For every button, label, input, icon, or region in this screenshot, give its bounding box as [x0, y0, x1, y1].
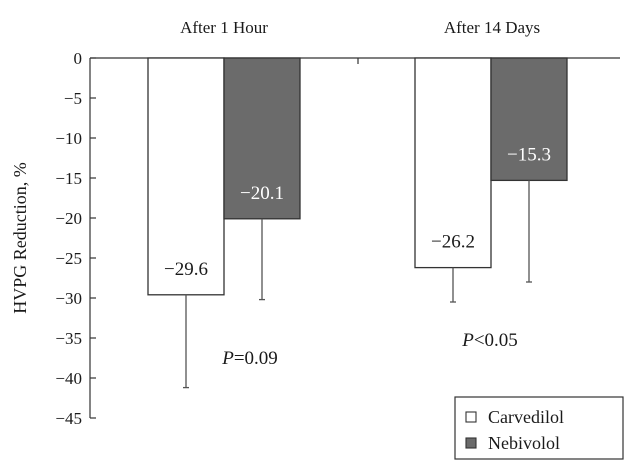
y-tick-label: −45	[55, 409, 82, 428]
y-tick-label: −25	[55, 249, 82, 268]
y-tick-label: −10	[55, 129, 82, 148]
legend: Carvedilol Nebivolol	[454, 396, 624, 460]
data-label: −15.3	[507, 144, 551, 165]
legend-label: Carvedilol	[488, 407, 564, 427]
axes: 0 −5 −10 −15 −20 −25 −30 −35 −40 −45 HVPG Reductio…	[10, 18, 620, 428]
y-axis-title: HVPG Reduction, %	[10, 162, 30, 314]
p-value-annotation: P<0.05	[461, 330, 518, 351]
y-tick-label: 0	[74, 49, 83, 68]
group-label: After 1 Hour	[180, 18, 268, 37]
y-tick-label: −20	[55, 209, 82, 228]
y-tick-label: −5	[64, 89, 82, 108]
y-tick-label: −35	[55, 329, 82, 348]
legend-box	[454, 396, 624, 460]
data-label: −20.1	[240, 183, 284, 204]
p-value-annotation: P=0.09	[221, 348, 278, 369]
group-label: After 14 Days	[444, 18, 540, 37]
legend-label: Nebivolol	[488, 433, 560, 453]
bar-nebivolol	[223, 57, 301, 220]
bar-carvedilol	[414, 57, 492, 269]
bar-nebivolol	[490, 57, 568, 182]
data-label: −26.2	[431, 232, 475, 253]
legend-swatch	[465, 411, 477, 423]
y-tick-label: −40	[55, 369, 82, 388]
chart-marks: −29.6 −26.2 −20.1 −15.3 P=0.09 P<0.05	[147, 57, 568, 389]
data-label: −29.6	[164, 259, 208, 280]
legend-swatch	[465, 437, 477, 449]
y-tick-label: −30	[55, 289, 82, 308]
y-tick-label: −15	[55, 169, 82, 188]
bar-carvedilol	[147, 57, 225, 296]
